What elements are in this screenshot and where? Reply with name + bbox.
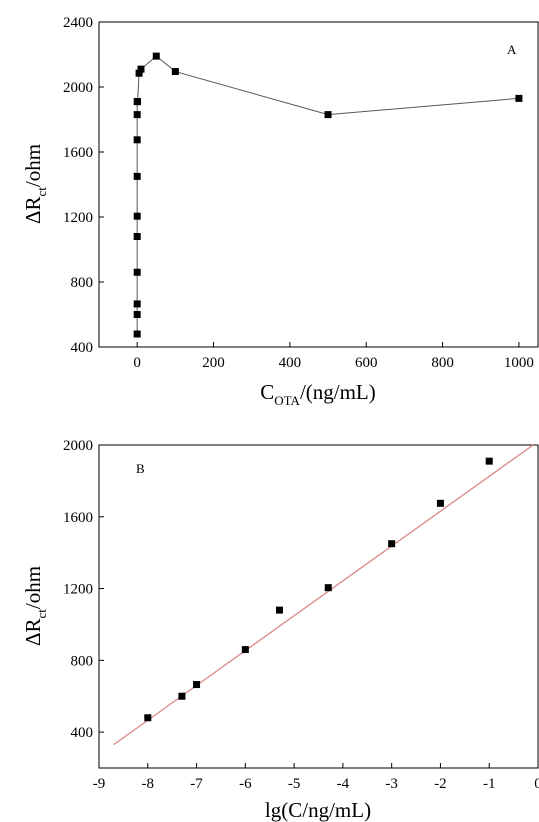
panel-b-data-point: [178, 692, 186, 700]
panel-b-plot-frame: [98, 444, 539, 769]
panel-b-y-tick-label: 800: [71, 653, 94, 669]
panel-b-chart: B lg(C/ng/mL) ΔRct/ohm -9 -8 -7 -6 -5 -4 -3 -2 -…: [21, 438, 539, 822]
panel-a-x-tick-label: 800: [431, 355, 454, 371]
panel-a-data-point: [133, 268, 141, 276]
panel-b-data-point: [324, 584, 332, 592]
panel-a-x-tick-label: 200: [202, 355, 225, 371]
panel-a-data-point: [133, 136, 141, 144]
panel-b-fit-line: [113, 444, 534, 746]
panel-a-y-tick-label: 2000: [63, 80, 93, 96]
panel-a-letter: A: [507, 42, 517, 57]
panel-b-x-tick-label: -4: [337, 776, 350, 792]
panel-a-data-point: [324, 111, 332, 119]
panel-a-data-point: [134, 98, 142, 106]
panel-a-y-tick-label: 1200: [63, 210, 93, 226]
panel-a-data-point: [133, 172, 141, 180]
panel-b-x-tick-label: -1: [483, 776, 496, 792]
panel-b-x-tick-label: -5: [288, 776, 301, 792]
panel-a-data-point: [133, 330, 141, 338]
panel-a-data-point: [515, 94, 523, 102]
panel-a-x-tick-label: 0: [133, 355, 141, 371]
panel-a-data-point: [171, 68, 179, 76]
panel-b-x-tick-label: -6: [239, 776, 252, 792]
panel-a-x-tick-label: 600: [355, 355, 378, 371]
panel-a-data-point: [133, 311, 141, 318]
panel-a-data-point: [135, 69, 143, 77]
panel-b-x-axis-label: lg(C/ng/mL): [265, 798, 371, 822]
panel-a-data-point: [152, 52, 160, 60]
panel-b-data-point: [241, 646, 249, 654]
panel-b-y-tick-label: 400: [71, 725, 94, 741]
panel-b-x-tick-label: -7: [190, 776, 203, 792]
panel-a-data-point: [133, 212, 141, 220]
panel-b-data-point: [144, 714, 152, 722]
panel-b-y-tick-label: 1600: [63, 510, 93, 526]
panel-a-x-axis-label: COTA/(ng/mL): [260, 380, 376, 408]
panel-a-data-point: [133, 300, 141, 308]
panel-a-plot-frame: [98, 21, 539, 348]
panel-a-series-line: [136, 55, 519, 334]
panel-b-data-point: [193, 681, 201, 689]
panel-a-y-tick-label: 400: [71, 340, 94, 356]
panel-a-x-tick-label: 400: [279, 355, 302, 371]
panel-b-y-tick-label: 1200: [63, 582, 93, 598]
panel-b-data-point: [485, 457, 493, 465]
panel-b-x-tick-label: -2: [434, 776, 447, 792]
panel-b-y-axis-label: ΔRct/ohm: [21, 566, 49, 646]
panel-a-data-point: [137, 65, 145, 73]
panel-b-x-tick-label: 0: [534, 776, 539, 792]
panel-b-letter: B: [136, 461, 145, 476]
panel-a-y-axis-label: ΔRct/ohm: [21, 144, 49, 224]
panel-b-data-point: [275, 606, 283, 614]
panel-b-data-point: [436, 499, 444, 507]
panel-a-y-tick-label: 2400: [63, 15, 93, 31]
panel-b-data-point: [388, 540, 396, 548]
panel-b-y-tick-label: 2000: [63, 438, 93, 454]
panel-a-y-tick-label: 1600: [63, 145, 93, 161]
panel-a-data-point: [133, 233, 141, 240]
panel-a-y-tick-label: 800: [71, 275, 94, 291]
panel-b-x-tick-label: -9: [93, 776, 106, 792]
panel-a-data-point: [133, 111, 141, 119]
panel-a-x-tick-label: 1000: [504, 355, 534, 371]
panel-a-chart: A COTA/(ng/mL) ΔRct/ohm 0 200 400 600 800 100…: [21, 15, 539, 408]
panel-b-x-tick-label: -8: [142, 776, 155, 792]
panel-b-x-tick-label: -3: [385, 776, 398, 792]
